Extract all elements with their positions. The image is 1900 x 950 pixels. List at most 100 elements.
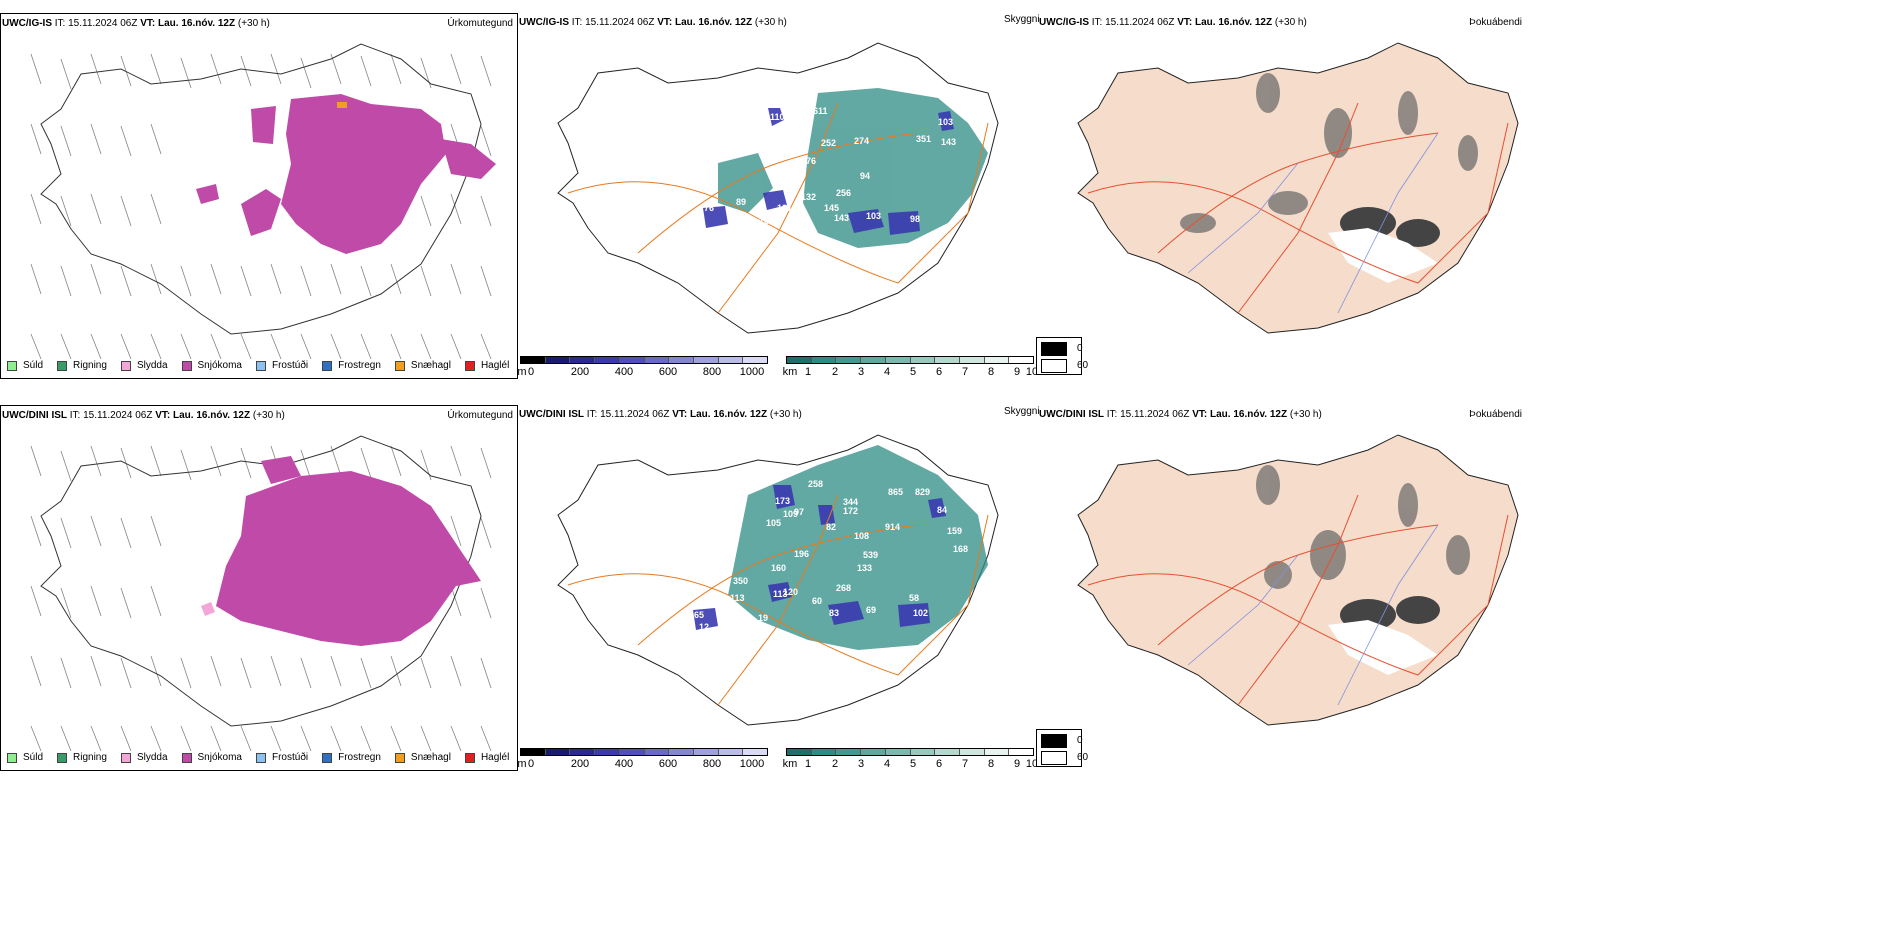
cloud-base-label: 102 bbox=[913, 608, 928, 618]
cloud-base-label: 268 bbox=[836, 583, 851, 593]
height-colorbar bbox=[520, 356, 768, 364]
panel-title-row2-fog: UWC/DINI ISL IT: 15.11.2024 06Z VT: Lau.… bbox=[1039, 409, 1322, 420]
panel-title-row1-cloud: UWC/IG-IS IT: 15.11.2024 06Z VT: Lau. 16… bbox=[519, 17, 787, 28]
cloud-base-label: 76 bbox=[704, 203, 714, 213]
legend-item: Frostregn bbox=[322, 360, 381, 371]
cloud-base-label: 16 bbox=[712, 226, 722, 236]
cloud-base-label: 351 bbox=[916, 134, 931, 144]
cloud-base-label: 274 bbox=[854, 136, 869, 146]
legend-item: Haglél bbox=[464, 360, 509, 371]
cloud-base-label: 84 bbox=[937, 505, 947, 515]
cloud-base-label: 196 bbox=[794, 549, 809, 559]
legend-swatch bbox=[120, 752, 131, 763]
cloud-title: Skyggni bbox=[1004, 14, 1040, 25]
precip-type-title: Úrkomutegund bbox=[447, 410, 513, 421]
cloud-title: Skyggni bbox=[1004, 406, 1040, 417]
cloud-base-label: 865 bbox=[888, 487, 903, 497]
panel-title-row2-cloud: UWC/DINI ISL IT: 15.11.2024 06Z VT: Lau.… bbox=[519, 409, 802, 420]
legend-item: Rigning bbox=[57, 752, 107, 763]
fog-title: Þokuábendi bbox=[1469, 17, 1522, 28]
cloud-base-label: 829 bbox=[915, 487, 930, 497]
fog-panel-row1: UWC/IG-IS IT: 15.11.2024 06Z VT: Lau. 16… bbox=[1038, 13, 1528, 343]
panel-title-row1-fog: UWC/IG-IS IT: 15.11.2024 06Z VT: Lau. 16… bbox=[1039, 17, 1307, 28]
legend-item: Frostregn bbox=[322, 752, 381, 763]
precip-legend-row2: Súld Rigning Slydda Snjókoma Frostúði Fr… bbox=[7, 752, 509, 763]
cloud-base-label: 539 bbox=[863, 550, 878, 560]
legend-item: Slydda bbox=[120, 752, 168, 763]
fog-legend-white bbox=[1041, 751, 1067, 765]
fog-map-row2 bbox=[1077, 434, 1519, 726]
legend-item: Slydda bbox=[120, 360, 168, 371]
cloud-base-label: 252 bbox=[821, 138, 836, 148]
legend-swatch bbox=[181, 360, 192, 371]
height-colorbar-row2 bbox=[520, 748, 768, 756]
cloud-base-label: 160 bbox=[771, 563, 786, 573]
cloud-base-label: 94 bbox=[860, 171, 870, 181]
precip-map-row2 bbox=[30, 435, 492, 752]
legend-swatch bbox=[394, 752, 405, 763]
cloud-base-label: 113 bbox=[730, 593, 745, 603]
cloud-base-label: 12 bbox=[699, 622, 709, 632]
legend-swatch bbox=[57, 752, 68, 763]
cloud-base-label: 98 bbox=[910, 214, 920, 224]
cloud-base-label: 143 bbox=[834, 213, 849, 223]
cloud-base-label: 69 bbox=[866, 605, 876, 615]
legend-item: Súld bbox=[7, 360, 43, 371]
legend-item: Frostúði bbox=[255, 360, 308, 371]
cloud-base-label: 120 bbox=[783, 587, 798, 597]
visibility-colorbar-labels-row2: km 1 2 3 4 5 6 7 8 9 10 bbox=[782, 758, 1039, 770]
cloud-base-label: 159 bbox=[947, 526, 962, 536]
cloud-base-label: 172 bbox=[843, 506, 858, 516]
precip-panel-row2: UWC/DINI ISL IT: 15.11.2024 06Z VT: Lau.… bbox=[0, 405, 518, 771]
panel-title-row1: UWC/IG-IS IT: 15.11.2024 06Z VT: Lau. 16… bbox=[2, 18, 270, 29]
height-colorbar-labels-row2: m 0 200 400 600 800 1000 bbox=[517, 758, 765, 770]
cloud-base-label: 145 bbox=[824, 203, 839, 213]
visibility-colorbar-labels: km 1 2 3 4 5 6 7 8 9 10 bbox=[782, 366, 1039, 378]
legend-swatch bbox=[394, 360, 405, 371]
cloud-base-label: 168 bbox=[953, 544, 968, 554]
cloud-base-label: 113 bbox=[773, 589, 788, 599]
legend-swatch bbox=[255, 360, 266, 371]
cloud-base-label: 76 bbox=[764, 310, 774, 320]
cloud-base-label: 58 bbox=[909, 593, 919, 603]
precip-map bbox=[30, 43, 496, 360]
fog-panel-row2: UWC/DINI ISL IT: 15.11.2024 06Z VT: Lau.… bbox=[1038, 405, 1528, 735]
cloud-base-label: 105 bbox=[766, 518, 781, 528]
cloud-base-label: 110 bbox=[770, 112, 785, 122]
cloud-base-label: 350 bbox=[733, 576, 748, 586]
cloud-base-label: 258 bbox=[808, 479, 823, 489]
legend-swatch bbox=[322, 752, 333, 763]
legend-swatch bbox=[7, 752, 17, 763]
legend-swatch bbox=[255, 752, 266, 763]
cloud-base-label: 133 bbox=[857, 563, 872, 573]
cloud-base-label: 132 bbox=[801, 192, 816, 202]
fog-legend-row1: 0 60 bbox=[1036, 337, 1088, 375]
fog-legend-white bbox=[1041, 359, 1067, 373]
cloud-base-label: 221 bbox=[786, 132, 801, 142]
cloud-base-label: 97 bbox=[794, 507, 804, 517]
fog-legend-black bbox=[1041, 734, 1067, 748]
cloud-base-label: 914 bbox=[885, 522, 900, 532]
legend-swatch bbox=[7, 360, 17, 371]
cloud-base-label: 344 bbox=[843, 497, 858, 507]
cloud-base-label: 143 bbox=[941, 137, 956, 147]
visibility-colorbar bbox=[786, 356, 1034, 364]
cloud-base-label: 109 bbox=[783, 509, 798, 519]
fog-map-row1 bbox=[1077, 42, 1519, 334]
legend-swatch bbox=[464, 360, 475, 371]
cloud-base-label: 82 bbox=[826, 522, 836, 532]
legend-swatch bbox=[181, 752, 192, 763]
cloud-base-label: 103 bbox=[866, 211, 881, 221]
legend-item: Snæhagl bbox=[394, 752, 451, 763]
legend-item: Súld bbox=[7, 752, 43, 763]
legend-item: Haglél bbox=[464, 752, 509, 763]
cloud-panel-row2: UWC/DINI ISL IT: 15.11.2024 06Z VT: Lau.… bbox=[517, 405, 1040, 771]
cloud-base-label: 276 bbox=[801, 156, 816, 166]
cloud-base-label: 60 bbox=[812, 596, 822, 606]
precip-legend: Súld Rigning Slydda Snjókoma Frostúði Fr… bbox=[7, 360, 509, 371]
cloud-base-label: 103 bbox=[938, 117, 953, 127]
height-colorbar-labels: m 0 200 400 600 800 1000 bbox=[517, 366, 765, 378]
cloud-base-label: 65 bbox=[694, 610, 704, 620]
legend-item: Snjókoma bbox=[181, 752, 242, 763]
